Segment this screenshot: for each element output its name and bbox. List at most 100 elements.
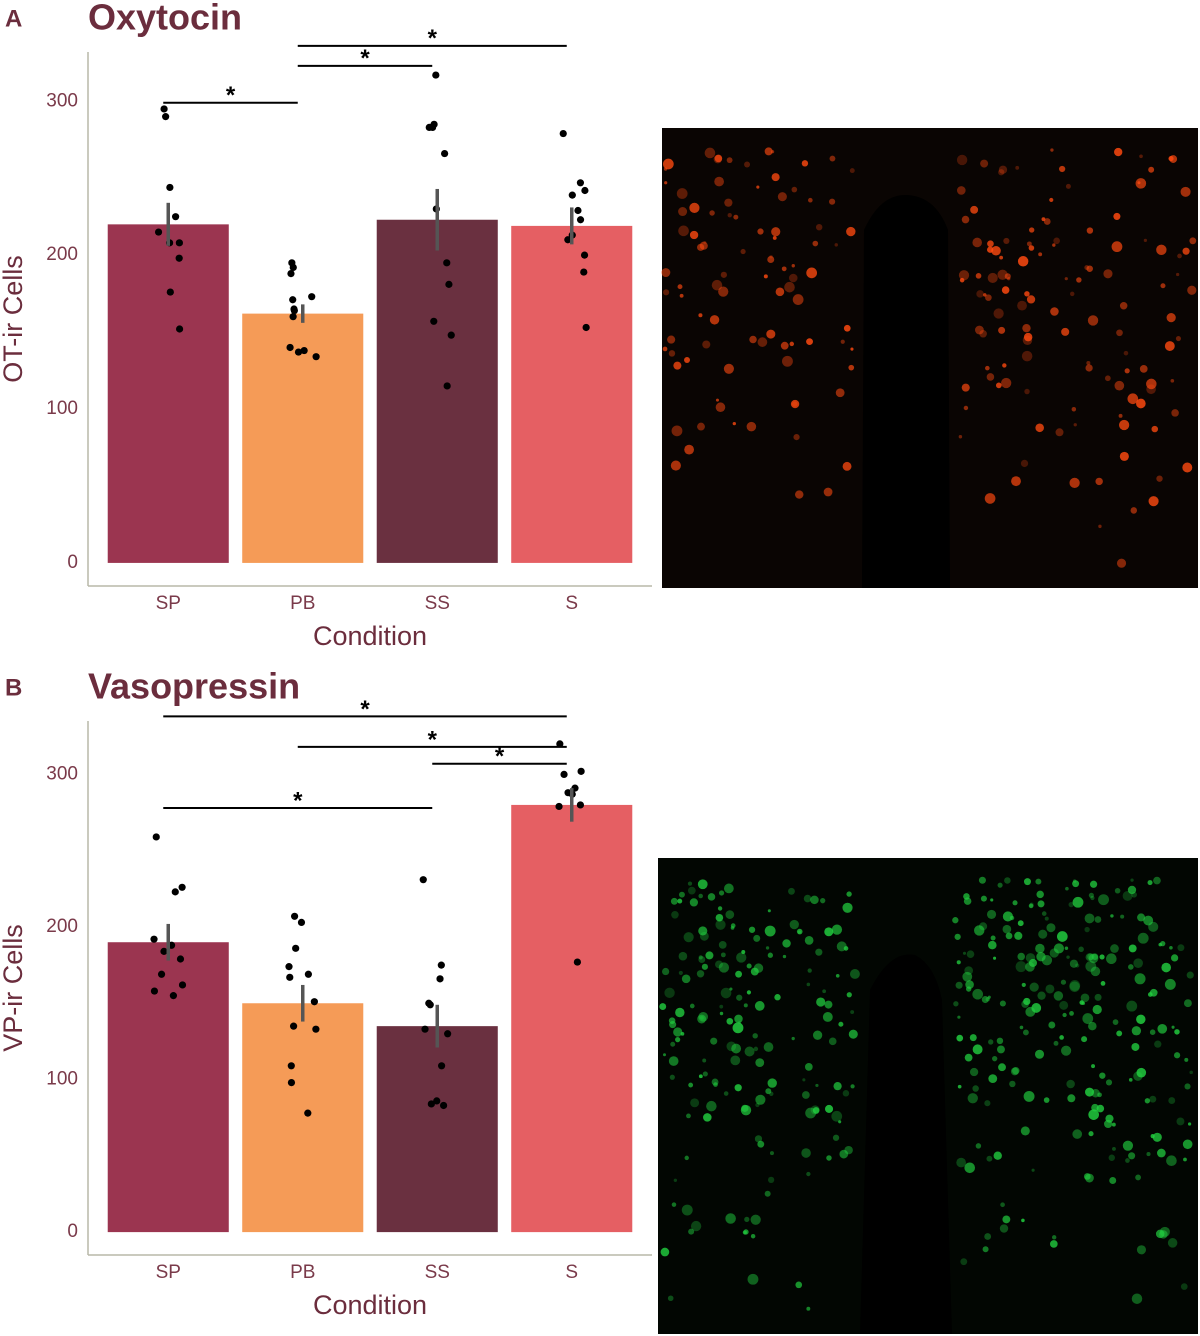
cell bbox=[822, 989, 827, 994]
cell bbox=[1137, 932, 1149, 944]
cell bbox=[956, 1034, 964, 1042]
cell bbox=[1023, 878, 1031, 886]
cell bbox=[1061, 327, 1070, 336]
cell bbox=[736, 952, 747, 963]
cell bbox=[720, 987, 732, 999]
cell bbox=[975, 1143, 982, 1149]
cell bbox=[697, 243, 705, 251]
cell bbox=[998, 326, 1006, 334]
cell bbox=[824, 927, 834, 937]
cell bbox=[769, 255, 773, 259]
cell bbox=[991, 245, 1001, 256]
y-tick-label: 100 bbox=[46, 1069, 78, 1090]
cell bbox=[1155, 1229, 1165, 1239]
cell bbox=[985, 294, 992, 301]
cell bbox=[1088, 953, 1099, 964]
cell bbox=[1023, 332, 1033, 342]
cell bbox=[718, 962, 730, 973]
data-point bbox=[287, 1062, 295, 1070]
data-point bbox=[576, 801, 585, 809]
cell bbox=[746, 421, 757, 432]
cell bbox=[1136, 1067, 1147, 1078]
cell bbox=[1128, 944, 1137, 953]
data-point bbox=[175, 254, 183, 262]
cell bbox=[823, 487, 833, 497]
cell bbox=[727, 213, 732, 218]
cell bbox=[741, 1104, 749, 1112]
cell bbox=[1072, 1129, 1083, 1139]
cell bbox=[850, 347, 854, 351]
cell bbox=[969, 1067, 979, 1077]
cell bbox=[1066, 1079, 1075, 1089]
cell bbox=[959, 277, 965, 283]
cell bbox=[1005, 932, 1013, 940]
cell bbox=[802, 1078, 806, 1082]
cell bbox=[1031, 1003, 1042, 1013]
data-point bbox=[175, 325, 184, 333]
cell bbox=[689, 230, 699, 240]
cell bbox=[1154, 1040, 1162, 1048]
cell bbox=[831, 924, 843, 935]
cell bbox=[704, 147, 716, 159]
cell bbox=[1022, 323, 1031, 333]
cell bbox=[697, 422, 705, 431]
cell bbox=[998, 1063, 1006, 1072]
cell bbox=[1174, 1029, 1180, 1035]
cell bbox=[1175, 272, 1180, 277]
cell bbox=[1169, 945, 1173, 950]
cell bbox=[757, 228, 764, 235]
cell bbox=[1149, 1029, 1156, 1035]
cell bbox=[1189, 237, 1197, 245]
cell bbox=[953, 1001, 959, 1007]
bar bbox=[107, 942, 229, 1233]
cell bbox=[698, 1074, 703, 1079]
cell bbox=[1182, 1139, 1193, 1150]
cell bbox=[754, 1001, 765, 1011]
cell bbox=[1052, 243, 1056, 247]
cell bbox=[661, 268, 671, 277]
cell bbox=[1082, 1013, 1094, 1024]
cell bbox=[1021, 982, 1026, 988]
cell bbox=[744, 1216, 750, 1223]
cell bbox=[757, 1140, 765, 1148]
cell bbox=[1004, 877, 1011, 884]
y-tick-label: 300 bbox=[46, 90, 78, 111]
cell bbox=[806, 982, 811, 987]
cell bbox=[770, 150, 775, 154]
cell bbox=[992, 1055, 998, 1062]
cell bbox=[1128, 1152, 1136, 1160]
cell bbox=[749, 335, 757, 344]
cell bbox=[700, 1015, 704, 1020]
cell bbox=[1050, 307, 1059, 316]
cell bbox=[1143, 238, 1147, 242]
cell bbox=[1170, 378, 1175, 383]
cell bbox=[815, 223, 823, 231]
data-point bbox=[171, 888, 179, 896]
data-point bbox=[556, 740, 564, 748]
cell bbox=[1036, 890, 1044, 899]
cell bbox=[843, 946, 849, 951]
cell bbox=[1049, 948, 1059, 958]
bar bbox=[242, 313, 364, 563]
cell bbox=[677, 898, 683, 904]
cell bbox=[746, 990, 751, 995]
cell bbox=[1088, 1109, 1100, 1120]
cell bbox=[957, 1015, 961, 1019]
cell bbox=[683, 932, 694, 943]
cell bbox=[1049, 1240, 1058, 1248]
cell bbox=[766, 329, 776, 339]
data-point bbox=[564, 236, 572, 244]
data-point bbox=[160, 947, 168, 955]
cell bbox=[736, 994, 743, 1001]
cell bbox=[1085, 364, 1093, 372]
cell bbox=[1153, 876, 1161, 885]
data-point bbox=[157, 970, 166, 978]
cell bbox=[1187, 1122, 1192, 1126]
cell bbox=[1044, 916, 1049, 921]
cell bbox=[1139, 365, 1148, 373]
cell bbox=[1029, 902, 1034, 907]
cell bbox=[801, 160, 809, 167]
cell bbox=[850, 1084, 855, 1089]
data-point bbox=[285, 963, 293, 971]
data-point bbox=[289, 313, 297, 321]
